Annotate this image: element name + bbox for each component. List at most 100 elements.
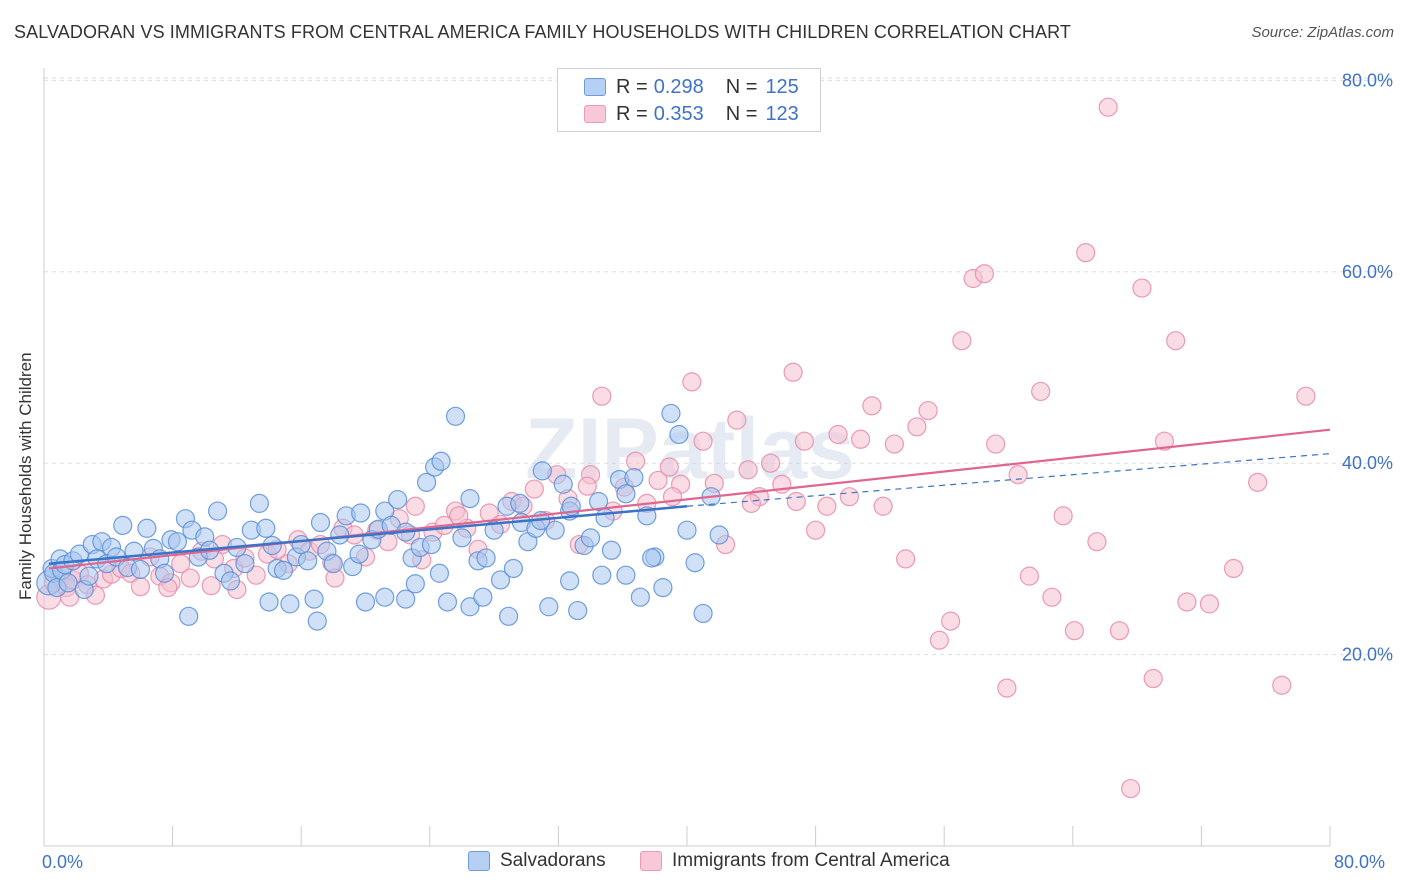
data-point-salvadorans [256, 518, 276, 538]
data-point-salvadorans [553, 474, 573, 494]
data-point-salvadorans [113, 515, 133, 536]
data-point-immigrants [662, 487, 683, 507]
data-point-immigrants [738, 460, 758, 480]
data-point-salvadorans [220, 571, 241, 591]
data-point-salvadorans [669, 424, 689, 445]
data-point-salvadorans [351, 503, 371, 523]
data-point-salvadorans [616, 565, 636, 585]
data-point-immigrants [794, 431, 814, 451]
data-point-salvadorans [304, 589, 324, 609]
y-tick-label: 40.0% [1342, 453, 1393, 473]
data-point-immigrants [577, 476, 597, 496]
data-point-immigrants [130, 577, 151, 597]
data-point-immigrants [1064, 621, 1085, 641]
data-point-immigrants [1296, 386, 1316, 406]
data-point-salvadorans [601, 540, 622, 560]
source-label: Source: ZipAtlas.com [1251, 24, 1394, 41]
y-axis-label: Family Households with Children [16, 352, 35, 600]
legend-label: Salvadorans [500, 850, 606, 871]
data-point-immigrants [592, 386, 612, 406]
data-point-salvadorans [437, 592, 458, 612]
legend-swatch-blue [468, 851, 490, 871]
data-point-immigrants [1042, 587, 1062, 607]
data-point-salvadorans [595, 508, 615, 528]
data-point-salvadorans [349, 544, 369, 564]
legend-n-label: N = [725, 75, 758, 98]
data-point-salvadorans [616, 484, 636, 504]
data-point-immigrants [929, 630, 949, 650]
legend-r-value: 0.353 [653, 102, 704, 125]
data-point-immigrants [693, 431, 713, 451]
data-point-salvadorans [355, 592, 376, 612]
data-point-immigrants [974, 264, 994, 284]
legend-row-salvadorans: R = 0.298 N = 125 [584, 74, 799, 100]
data-point-immigrants [783, 362, 803, 382]
data-point-salvadorans [79, 566, 99, 586]
data-point-immigrants [1154, 431, 1175, 451]
data-point-immigrants [941, 611, 961, 631]
data-point-salvadorans [677, 520, 697, 540]
data-point-immigrants [1008, 465, 1028, 485]
legend-r-label: R = [616, 75, 648, 98]
data-point-salvadorans [396, 589, 416, 609]
data-point-immigrants [760, 453, 781, 473]
data-point-immigrants [246, 565, 266, 585]
data-point-immigrants [918, 400, 938, 421]
data-point-salvadorans [580, 528, 601, 548]
data-point-salvadorans [388, 489, 408, 510]
data-point-salvadorans [490, 570, 511, 590]
data-point-salvadorans [429, 563, 450, 583]
data-point-salvadorans [375, 587, 395, 607]
x-tick-label-max: 80.0% [1334, 852, 1386, 872]
data-point-salvadorans [693, 603, 713, 624]
data-point-immigrants [449, 506, 469, 526]
data-point-salvadorans [588, 491, 609, 512]
trend-line-salvadorans-extension [686, 453, 1331, 507]
data-point-immigrants [682, 372, 702, 392]
series-legend: Salvadorans Immigrants from Central Amer… [0, 850, 1406, 878]
trend-line-salvadorans [48, 505, 688, 565]
data-point-salvadorans [249, 493, 270, 513]
data-point-salvadorans [421, 534, 442, 555]
data-point-salvadorans [291, 534, 311, 555]
legend-swatch-pink [584, 105, 606, 123]
data-point-immigrants [1143, 668, 1163, 689]
data-point-salvadorans [431, 451, 451, 471]
data-point-immigrants [1019, 566, 1039, 586]
y-tick-label: 60.0% [1342, 262, 1393, 282]
data-point-immigrants [1121, 778, 1141, 799]
data-point-salvadorans [323, 554, 343, 574]
data-point-salvadorans [545, 520, 565, 540]
data-point-salvadorans [653, 578, 673, 598]
legend-n-value: 125 [765, 75, 799, 98]
data-point-immigrants [851, 429, 871, 449]
data-point-immigrants [952, 331, 972, 351]
correlation-legend: R = 0.298 N = 125 R = 0.353 N = 123 [557, 68, 821, 132]
data-point-immigrants [625, 451, 646, 471]
data-point-salvadorans [503, 558, 523, 579]
data-point-immigrants [1223, 558, 1244, 579]
data-point-salvadorans [58, 573, 78, 593]
data-point-salvadorans [630, 587, 650, 607]
data-point-salvadorans [685, 553, 705, 573]
data-point-immigrants [1132, 278, 1152, 298]
y-tick-labels: 20.0% 40.0% 60.0% 80.0% [1342, 70, 1393, 664]
data-point-salvadorans [259, 592, 279, 612]
legend-item-immigrants[interactable]: Immigrants from Central America [640, 850, 950, 872]
data-point-salvadorans [179, 606, 199, 626]
data-point-salvadorans [510, 493, 530, 513]
data-point-immigrants [659, 457, 679, 477]
data-point-immigrants [817, 496, 837, 516]
data-point-salvadorans [130, 559, 151, 580]
data-point-salvadorans [154, 563, 175, 583]
data-point-salvadorans [416, 472, 437, 492]
data-point-salvadorans [208, 501, 228, 521]
data-point-salvadorans [445, 406, 466, 426]
data-point-immigrants [873, 496, 893, 516]
data-point-immigrants [180, 568, 200, 588]
legend-item-salvadorans[interactable]: Salvadorans [468, 850, 606, 872]
data-point-immigrants [1076, 243, 1096, 263]
data-point-immigrants [741, 493, 761, 513]
chart-title: SALVADORAN VS IMMIGRANTS FROM CENTRAL AM… [14, 22, 1071, 42]
